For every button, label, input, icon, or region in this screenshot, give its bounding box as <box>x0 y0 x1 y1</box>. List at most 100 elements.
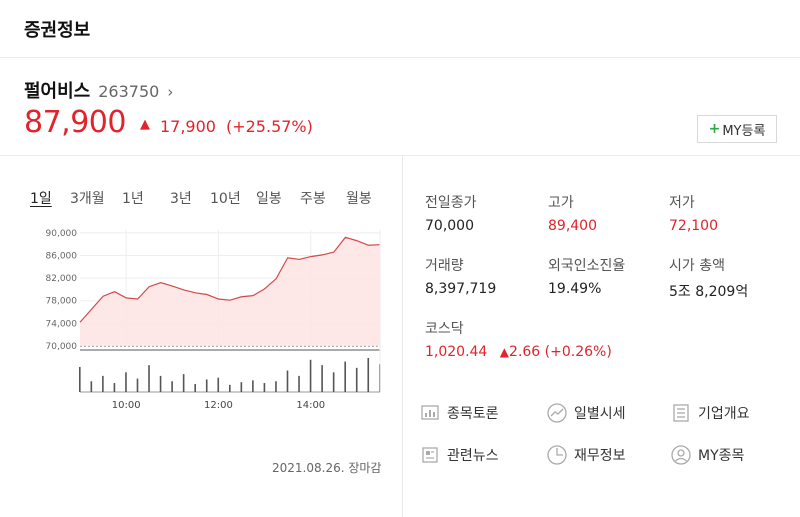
info-label: 거래량 <box>425 258 464 274</box>
volume-bar <box>298 375 300 392</box>
news-link[interactable]: 관련뉴스 <box>419 444 499 466</box>
intraday-chart: 70,000 74,000 78,000 82,000 86,000 90,000 10:0… <box>46 229 381 411</box>
divider-vertical <box>402 156 403 517</box>
index-value: 1,020.44 <box>425 344 488 360</box>
chevron-right-icon[interactable]: › <box>167 83 174 101</box>
volume-bar <box>344 361 346 392</box>
user-circle-icon <box>670 444 692 466</box>
tab-monthly[interactable]: 월봉 <box>346 191 372 207</box>
info-kosdaq[interactable]: 코스닥 1,020.44 ▲2.66 (+0.26%) <box>425 318 612 360</box>
y-tick-label: 90,000 <box>46 229 78 239</box>
volume-bar <box>205 379 208 392</box>
volume-bar <box>309 359 312 392</box>
info-label: 고가 <box>548 195 574 211</box>
company-link[interactable]: 기업개요 <box>670 402 750 424</box>
current-price: 87,900 <box>24 105 126 140</box>
x-tick-label: 10:00 <box>112 400 141 411</box>
info-label: 시가 총액 <box>669 258 725 274</box>
trend-circle-icon <box>546 402 568 424</box>
my-register-button[interactable]: + MY등록 <box>697 115 777 143</box>
info-low: 저가 72,100 <box>669 192 718 234</box>
y-tick-label: 74,000 <box>46 319 78 329</box>
price-area <box>80 237 380 346</box>
my-stocks-link[interactable]: MY종목 <box>670 444 744 466</box>
info-high: 고가 89,400 <box>548 192 597 234</box>
tab-1d[interactable]: 1일 <box>30 191 52 207</box>
page-title: 증권정보 <box>24 20 91 41</box>
y-tick-label: 78,000 <box>46 297 78 307</box>
list-doc-icon <box>670 402 692 424</box>
stock-name[interactable]: 펄어비스 <box>24 81 91 102</box>
period-tabs: 1일 3개월 1년 3년 10년 일봉 주봉 월봉 <box>30 188 386 208</box>
info-volume: 거래량 8,397,719 <box>425 255 496 297</box>
pie-clock-icon <box>546 444 568 466</box>
volume-bar <box>148 365 150 392</box>
date-note: 2021.08.26. 장마감 <box>272 461 382 475</box>
info-label[interactable]: 코스닥 <box>425 321 464 337</box>
up-triangle-icon: ▲ <box>499 345 510 359</box>
chart-bubble-icon <box>419 402 441 424</box>
tab-3m[interactable]: 3개월 <box>70 191 105 207</box>
index-change: 2.66 (+0.26%) <box>509 344 612 360</box>
price-row: 87,900 ▲ 17,900 (+25.57%) <box>24 105 313 140</box>
y-tick-label: 82,000 <box>46 274 78 284</box>
info-value: 89,400 <box>548 218 597 234</box>
discussion-label: 종목토론 <box>447 406 499 422</box>
volume-bar <box>113 383 116 392</box>
finance-link[interactable]: 재무정보 <box>546 444 626 466</box>
volume-bar <box>275 381 277 392</box>
stock-name-row[interactable]: 펄어비스 263750 › <box>24 77 173 103</box>
volume-bar <box>355 367 358 392</box>
plus-icon: + <box>708 121 721 137</box>
volume-bar <box>240 382 243 392</box>
volume-bar <box>182 374 185 392</box>
info-label: 외국인소진율 <box>548 258 626 274</box>
discussion-link[interactable]: 종목토론 <box>419 402 499 424</box>
info-value: 19.49% <box>548 281 602 297</box>
my-stocks-label: MY종목 <box>698 448 745 464</box>
daily-price-link[interactable]: 일별시세 <box>546 402 626 424</box>
info-value: 5조 8,209억 <box>669 284 749 300</box>
info-value: 70,000 <box>425 218 474 234</box>
info-label: 저가 <box>669 195 695 211</box>
info-value: 8,397,719 <box>425 281 497 297</box>
volume-bar <box>263 383 266 392</box>
header: 증권정보 <box>0 0 800 58</box>
price-change-percent: (+25.57%) <box>225 117 313 136</box>
info-market-cap: 시가 총액 5조 8,209억 <box>669 255 748 301</box>
x-tick-label: 12:00 <box>204 400 233 411</box>
divider <box>0 155 800 156</box>
volume-bar <box>217 377 220 392</box>
volume-bar <box>136 378 139 392</box>
volume-bar <box>229 384 231 392</box>
y-tick-label: 70,000 <box>46 342 78 352</box>
volume-bar <box>332 372 335 392</box>
stock-code[interactable]: 263750 <box>98 82 160 101</box>
info-foreign: 외국인소진율 19.49% <box>548 255 625 297</box>
news-label: 관련뉴스 <box>447 448 499 464</box>
tab-3y[interactable]: 3년 <box>170 191 192 207</box>
volume-bar <box>194 383 196 392</box>
tab-weekly[interactable]: 주봉 <box>300 191 326 207</box>
info-prev-close: 전일종가 70,000 <box>425 192 477 234</box>
info-value: 1,020.44 ▲2.66 (+0.26%) <box>425 344 612 360</box>
price-change: 17,900 <box>159 117 216 136</box>
volume-bar <box>90 381 93 392</box>
volume-bar <box>367 358 370 392</box>
finance-label: 재무정보 <box>574 448 626 464</box>
volume-bar <box>125 372 127 392</box>
tab-daily[interactable]: 일봉 <box>256 191 282 207</box>
tab-1y[interactable]: 1년 <box>122 191 144 207</box>
tab-10y[interactable]: 10년 <box>210 191 241 207</box>
volume-bar <box>171 381 173 392</box>
volume-bar <box>159 375 162 392</box>
volume-bar <box>252 380 254 392</box>
price-line <box>79 236 381 323</box>
info-label: 전일종가 <box>425 195 477 211</box>
volume-bar <box>79 366 81 392</box>
info-value: 72,100 <box>669 218 718 234</box>
volume-bar <box>102 375 104 392</box>
volume-bar <box>321 365 323 392</box>
daily-price-label: 일별시세 <box>574 406 626 422</box>
y-tick-label: 86,000 <box>46 251 78 261</box>
